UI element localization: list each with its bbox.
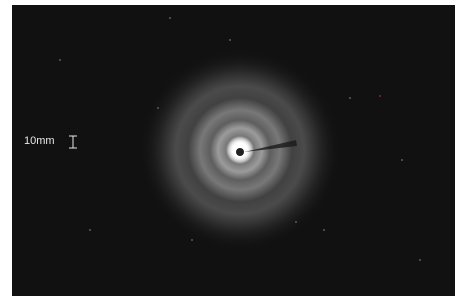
scale-bar-label: 10mm	[24, 135, 55, 147]
photo-frame: 10mm	[0, 0, 463, 307]
page: 10mm (() => { const data = JSON.parse(do…	[0, 0, 463, 307]
beam-stop	[236, 148, 244, 156]
